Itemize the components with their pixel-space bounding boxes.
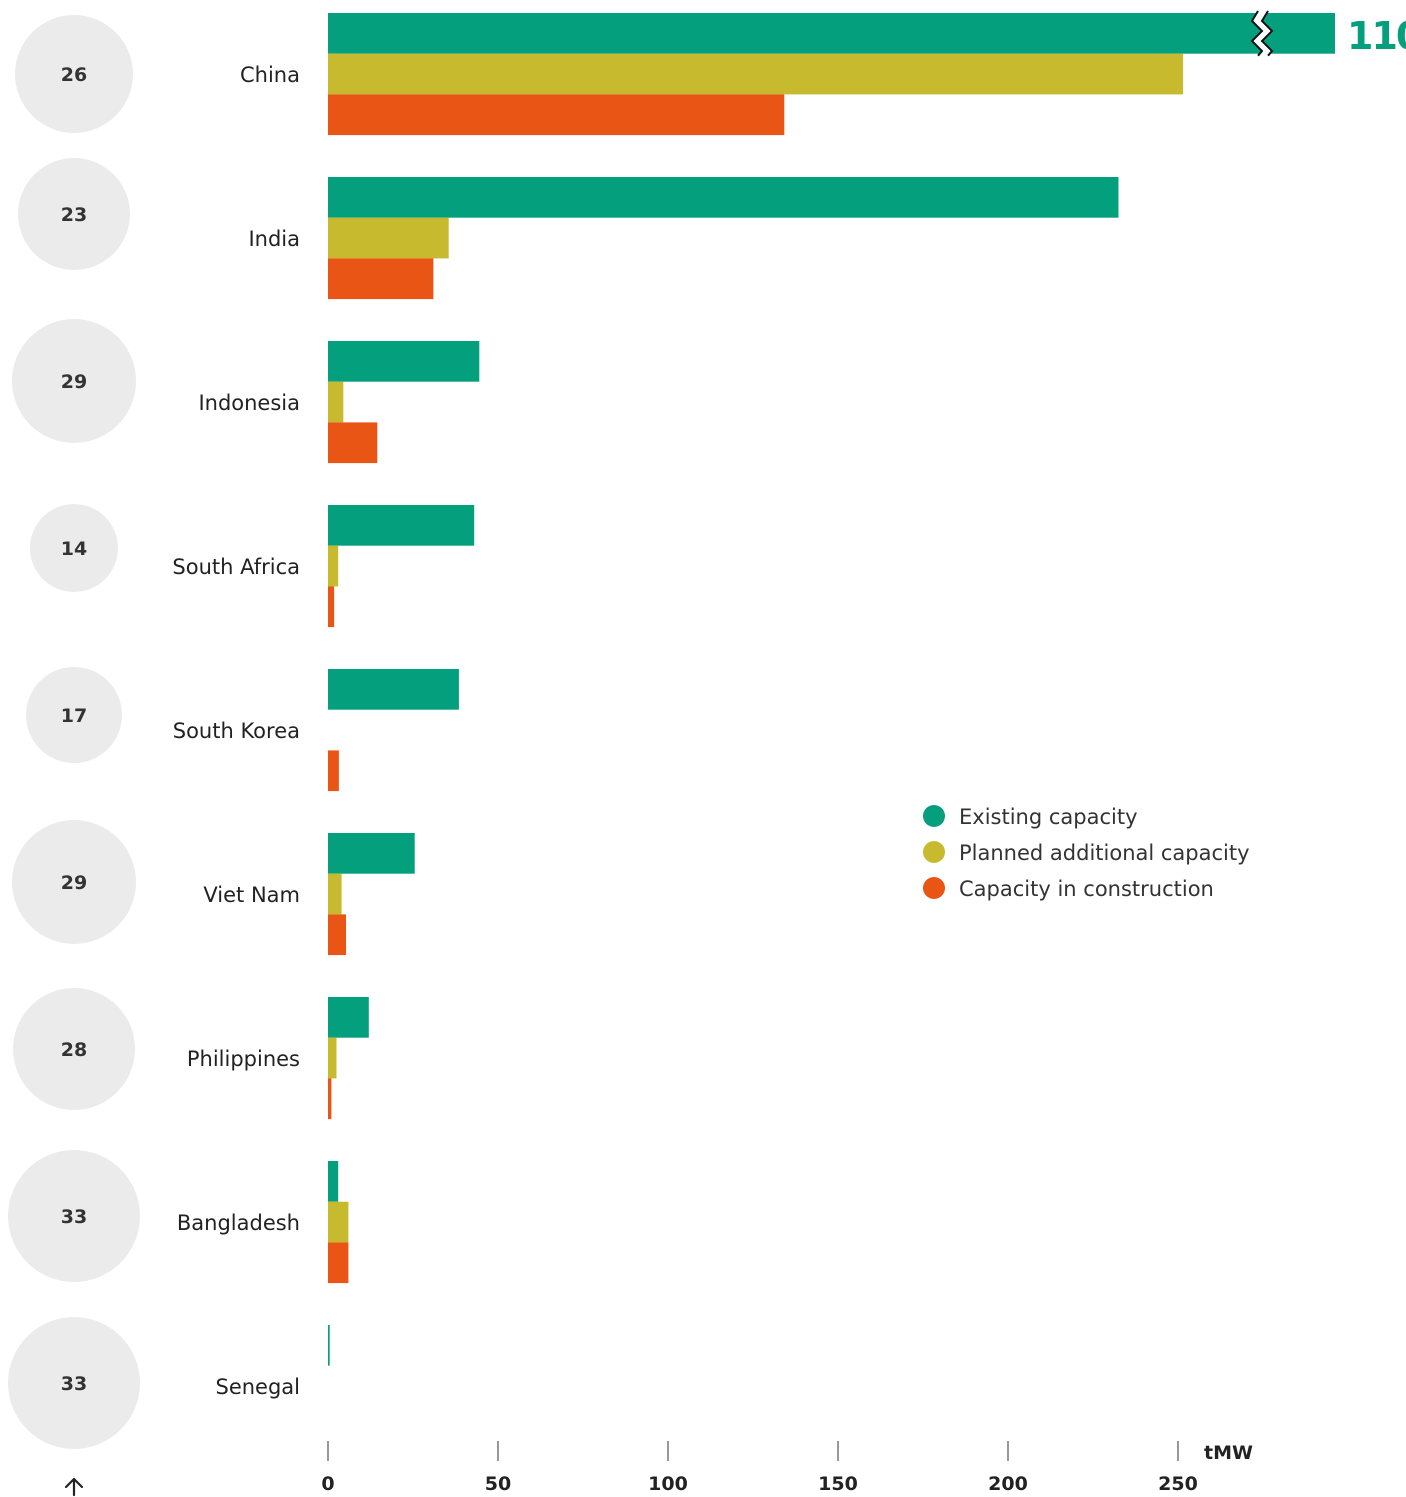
badge-circle bbox=[8, 1150, 140, 1282]
bar-capacity-in-construction bbox=[328, 1078, 332, 1120]
legend-label: Planned additional capacity bbox=[959, 841, 1250, 865]
x-tick-label: 50 bbox=[485, 1473, 511, 1495]
badge-circle bbox=[15, 15, 133, 133]
x-tick-label: 200 bbox=[988, 1473, 1028, 1495]
bar-planned-additional-capacity bbox=[328, 1201, 349, 1243]
broken-value-label: 1109 bbox=[1347, 14, 1406, 58]
x-axis-unit: tMW bbox=[1204, 1442, 1253, 1464]
category-label: India bbox=[248, 227, 300, 251]
category-label: China bbox=[240, 63, 300, 87]
bar-existing-capacity bbox=[328, 13, 1335, 54]
badge-value: 23 bbox=[61, 204, 87, 226]
badge-value: 33 bbox=[61, 1373, 87, 1395]
bar-existing-capacity bbox=[328, 1161, 339, 1202]
row-senegal: 33 Senegal bbox=[8, 1317, 330, 1449]
bar-capacity-in-construction bbox=[328, 914, 347, 956]
bar-capacity-in-construction bbox=[328, 422, 378, 464]
legend-swatch bbox=[923, 805, 945, 827]
category-label: Bangladesh bbox=[177, 1211, 300, 1235]
bar-planned-additional-capacity bbox=[328, 1037, 337, 1079]
chart-rows: 26 China 1109 23 India 29 Indonesia 14 South Afr… bbox=[8, 10, 1406, 1449]
bar-existing-capacity bbox=[328, 1325, 330, 1366]
row-china: 26 China 1109 bbox=[15, 10, 1406, 136]
x-tick-label: 0 bbox=[321, 1473, 334, 1495]
legend-label: Existing capacity bbox=[959, 805, 1138, 829]
bar-existing-capacity bbox=[328, 833, 415, 874]
row-viet-nam: 29 Viet Nam bbox=[12, 820, 415, 956]
axis-break-line-right bbox=[1260, 10, 1274, 57]
bar-existing-capacity bbox=[328, 341, 480, 382]
badge-value: 29 bbox=[61, 371, 87, 393]
bar-planned-additional-capacity bbox=[328, 545, 339, 587]
legend-item-capacity-in-construction: Capacity in construction bbox=[923, 877, 1214, 901]
category-label: Philippines bbox=[187, 1047, 300, 1071]
legend-label: Capacity in construction bbox=[959, 877, 1214, 901]
category-label: South Africa bbox=[172, 555, 300, 579]
bar-planned-additional-capacity bbox=[328, 873, 342, 915]
badge-circle bbox=[13, 988, 135, 1110]
arrow-up-icon bbox=[64, 1477, 84, 1497]
badge-circle bbox=[26, 667, 122, 763]
category-label: Senegal bbox=[215, 1375, 300, 1399]
row-bangladesh: 33 Bangladesh bbox=[8, 1150, 349, 1284]
x-axis: 0 50 100 150 200 250 tMW bbox=[321, 1441, 1253, 1495]
legend-item-planned-additional-capacity: Planned additional capacity bbox=[923, 841, 1250, 865]
x-tick-label: 250 bbox=[1158, 1473, 1198, 1495]
category-label: Indonesia bbox=[198, 391, 300, 415]
badge-value: 17 bbox=[61, 705, 87, 727]
bar-existing-capacity bbox=[328, 997, 369, 1038]
badge-value: 33 bbox=[61, 1206, 87, 1228]
x-tick-label: 150 bbox=[818, 1473, 858, 1495]
bar-existing-capacity bbox=[328, 669, 459, 710]
badge-value: 28 bbox=[61, 1039, 87, 1061]
row-india: 23 India bbox=[18, 158, 1119, 300]
bar-existing-capacity bbox=[328, 177, 1119, 218]
legend-swatch bbox=[923, 841, 945, 863]
row-philippines: 28 Philippines bbox=[13, 988, 369, 1120]
axis-break-gap bbox=[1252, 11, 1272, 56]
legend-item-existing-capacity: Existing capacity bbox=[923, 805, 1138, 829]
row-indonesia: 29 Indonesia bbox=[12, 319, 480, 464]
legend: Existing capacity Planned additional capa… bbox=[923, 805, 1250, 901]
badge-value: 26 bbox=[61, 64, 87, 86]
legend-swatch bbox=[923, 877, 945, 899]
category-label: South Korea bbox=[173, 719, 300, 743]
bar-capacity-in-construction bbox=[328, 258, 434, 300]
bar-capacity-in-construction bbox=[328, 1242, 349, 1284]
badge-circle bbox=[30, 504, 118, 592]
bar-capacity-in-construction bbox=[328, 586, 335, 628]
badge-circle bbox=[18, 158, 130, 270]
bar-capacity-in-construction bbox=[328, 94, 785, 136]
bar-planned-additional-capacity bbox=[328, 381, 344, 423]
bar-existing-capacity bbox=[328, 505, 475, 546]
badge-value: 29 bbox=[61, 872, 87, 894]
badge-value: 14 bbox=[61, 538, 87, 560]
row-south-africa: 14 South Africa bbox=[30, 504, 475, 628]
category-label: Viet Nam bbox=[203, 883, 300, 907]
badge-circle bbox=[8, 1317, 140, 1449]
bar-planned-additional-capacity bbox=[328, 217, 449, 259]
footer bbox=[64, 1477, 84, 1497]
x-tick-label: 100 bbox=[648, 1473, 688, 1495]
row-south-korea: 17 South Korea bbox=[26, 667, 459, 792]
badge-circle bbox=[12, 820, 136, 944]
axis-break-line-left bbox=[1250, 10, 1264, 57]
bar-capacity-in-construction bbox=[328, 750, 339, 792]
badge-circle bbox=[12, 319, 136, 443]
bar-planned-additional-capacity bbox=[328, 53, 1184, 95]
